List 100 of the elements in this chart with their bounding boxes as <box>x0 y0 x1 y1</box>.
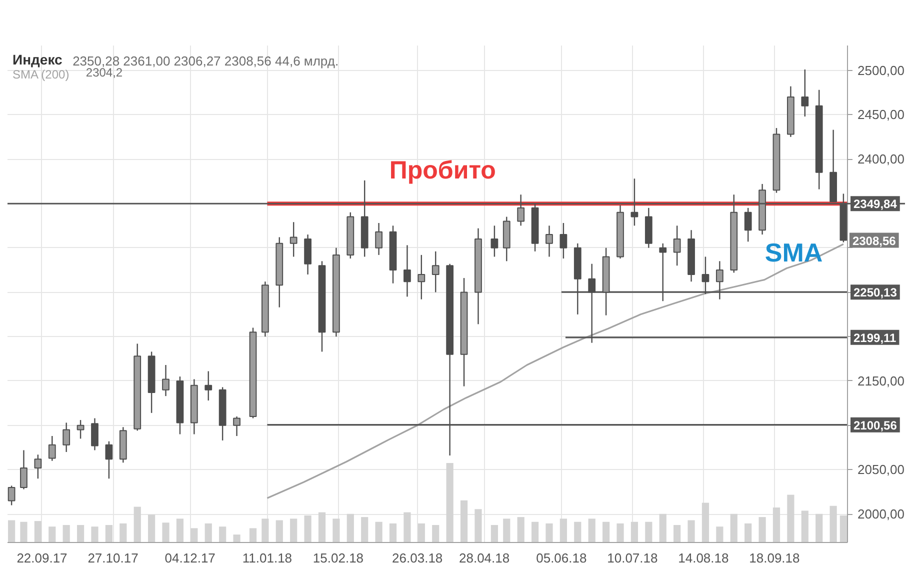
data-label: 2100,56 <box>854 418 898 432</box>
bar <box>531 522 539 542</box>
bar <box>249 528 257 542</box>
candlestick <box>432 250 440 293</box>
bar <box>34 521 42 542</box>
data-label: 2199,11 <box>854 330 897 345</box>
x-tick-label: 28.04.18 <box>459 550 510 566</box>
candlestick <box>744 207 752 242</box>
bar <box>262 518 269 542</box>
candlestick <box>204 370 212 402</box>
bar <box>76 525 84 542</box>
bar <box>602 522 610 542</box>
candlestick <box>20 450 28 490</box>
bar <box>574 522 582 542</box>
x-tick-label: 14.08.18 <box>678 550 729 566</box>
bar <box>744 523 752 542</box>
candlestick <box>233 416 240 437</box>
bar <box>120 523 127 542</box>
bar <box>219 526 226 542</box>
y-tick-label: 2450,00 <box>858 107 904 122</box>
bar <box>176 518 184 542</box>
candlestick <box>91 418 98 451</box>
candlestick <box>290 222 298 258</box>
annotation: 2350,28 2361,00 2306,27 2308,56 44,6 млрд. <box>72 54 339 68</box>
bar <box>674 525 681 542</box>
bar <box>8 520 16 542</box>
line-series <box>266 243 844 499</box>
bar <box>62 525 70 542</box>
bar <box>588 518 596 542</box>
bar <box>432 525 440 542</box>
x-tick-label: 05.06.18 <box>536 550 587 566</box>
bar <box>20 522 28 542</box>
candlestick <box>375 222 382 256</box>
candlestick <box>48 435 56 462</box>
x-tick-label: 11.01.18 <box>242 550 292 566</box>
x-tick-label: 26.03.18 <box>392 550 443 566</box>
bar <box>840 515 847 542</box>
x-tick-label: 04.12.17 <box>164 550 216 566</box>
candlestick <box>560 222 568 260</box>
bar <box>702 502 710 542</box>
bar <box>389 523 397 542</box>
ref-line-label: 2349,84 <box>854 197 898 212</box>
bar <box>404 512 411 542</box>
bar <box>460 500 468 542</box>
bar <box>318 512 326 542</box>
bar <box>490 525 498 542</box>
bar <box>148 514 156 542</box>
bar <box>560 518 567 542</box>
candlestick <box>546 225 553 258</box>
bar <box>616 523 624 542</box>
bar <box>801 510 808 542</box>
candlestick <box>801 68 809 118</box>
candlestick <box>490 225 498 258</box>
bar <box>630 522 638 542</box>
bar <box>474 509 482 542</box>
bar <box>659 514 666 542</box>
bar <box>190 528 198 542</box>
bar <box>162 522 170 542</box>
bar <box>446 462 454 542</box>
x-tick-label: 22.09.17 <box>16 550 68 566</box>
bar <box>716 526 724 542</box>
annotation: 2308,56 <box>852 234 896 248</box>
text: SMA (200) <box>12 68 70 82</box>
y-tick-label: 2050,00 <box>858 462 904 478</box>
bar <box>48 526 56 542</box>
bar <box>304 515 312 542</box>
candlestick <box>162 364 170 397</box>
y-tick-label: 2400,00 <box>858 152 904 167</box>
x-tick-label: 27.10.17 <box>88 550 138 566</box>
candlestick <box>8 485 16 506</box>
bar <box>772 508 780 542</box>
chart-title: Индекс <box>12 52 63 68</box>
bar <box>332 518 340 542</box>
bar <box>134 506 141 542</box>
bar <box>816 514 823 542</box>
bar <box>830 506 837 542</box>
bar <box>503 518 510 542</box>
bar <box>418 523 425 542</box>
bar <box>105 525 112 542</box>
bar <box>361 517 368 542</box>
y-tick-label: 2500,00 <box>858 62 904 78</box>
bar <box>290 518 298 542</box>
annotation: Пробито <box>389 156 496 185</box>
annotation: 2304,2 <box>86 66 123 80</box>
x-tick-label: 18.09.18 <box>749 550 800 566</box>
candlestick <box>62 422 70 453</box>
bar <box>375 522 382 542</box>
candlestick <box>418 254 426 300</box>
data-label: 2250,13 <box>854 286 898 300</box>
candlestick <box>76 419 84 440</box>
y-tick-label: 2150,00 <box>858 373 904 388</box>
bar <box>787 494 794 542</box>
bar <box>204 523 212 542</box>
bar <box>688 520 695 542</box>
bar <box>233 534 240 542</box>
bar <box>758 517 766 542</box>
bar <box>517 517 524 542</box>
candlestick <box>673 225 681 266</box>
y-tick-label: 2000,00 <box>858 506 904 522</box>
annotation: SMA <box>764 237 823 268</box>
